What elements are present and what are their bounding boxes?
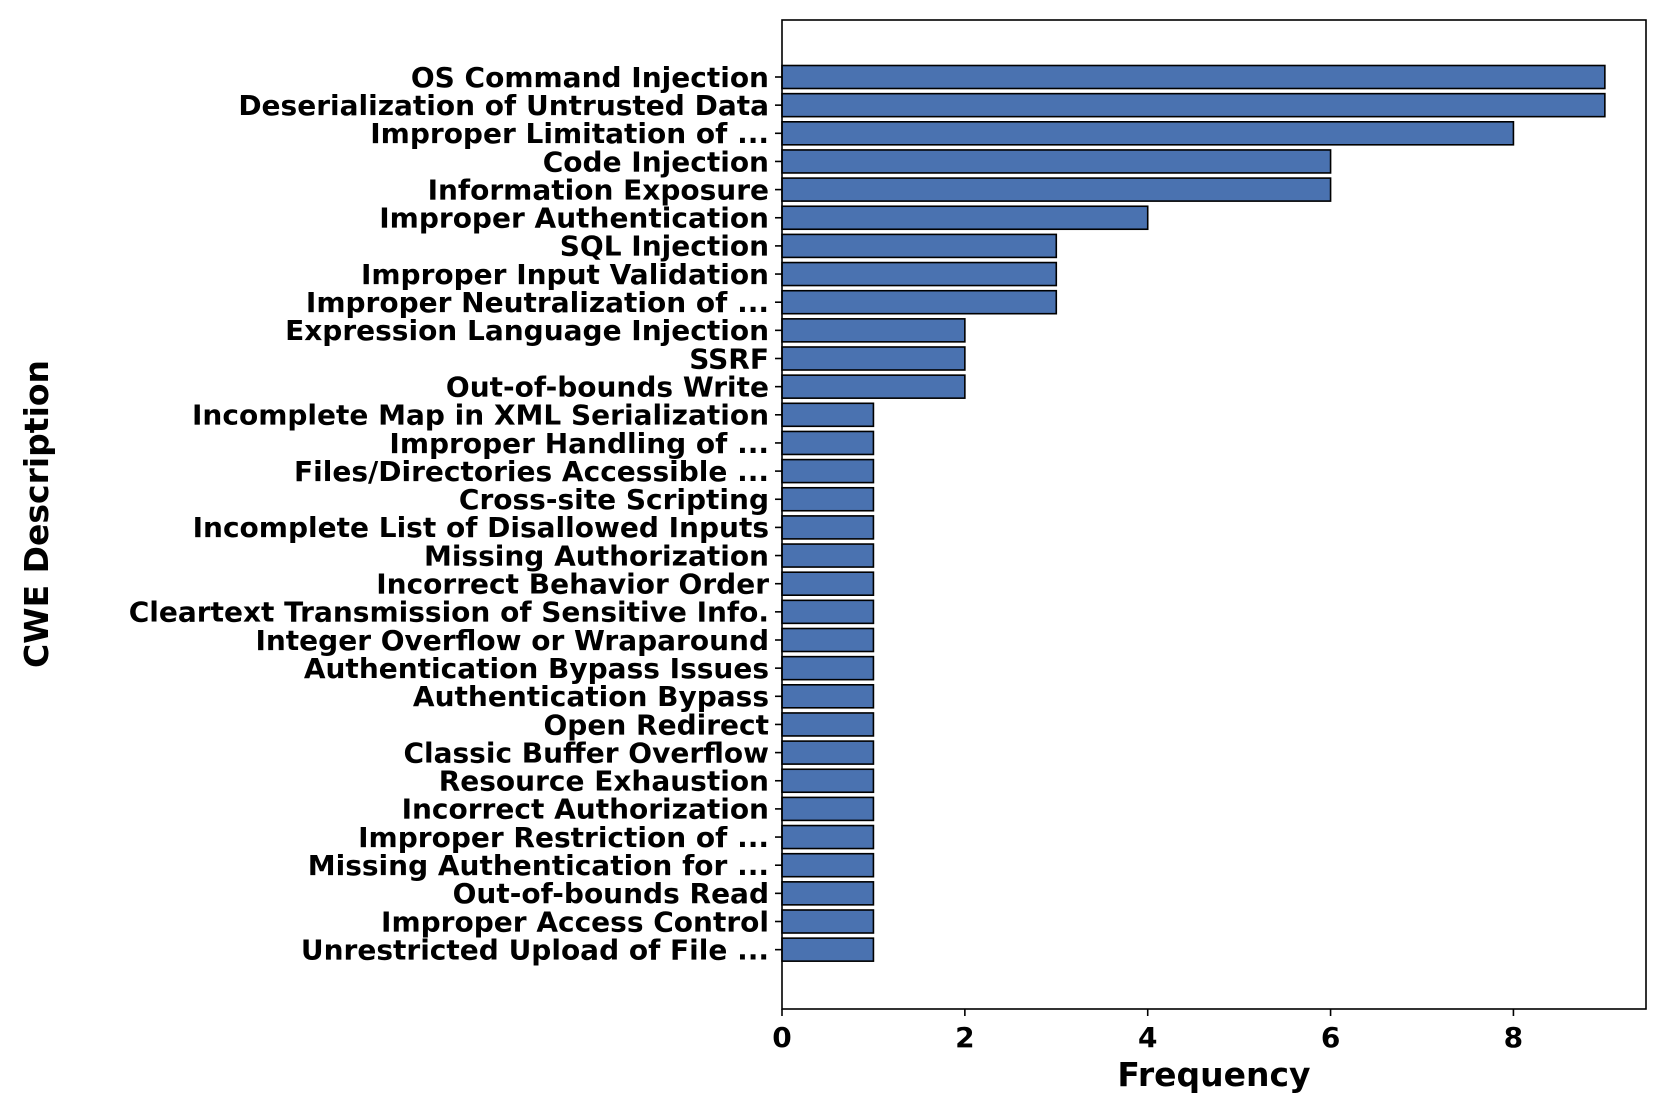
y-tick-label-10: SSRF — [689, 342, 769, 375]
bar-21 — [781, 655, 875, 681]
bar-15 — [781, 486, 875, 512]
y-tick-label-12: Incomplete Map in XML Serialization — [192, 399, 769, 432]
x-axis-title: Frequency — [1117, 1055, 1310, 1094]
y-tick-label-28: Missing Authentication for ... — [308, 849, 769, 882]
bar-22 — [781, 683, 875, 709]
bar-4 — [781, 177, 1332, 202]
y-tick-label-18: Incorrect Behavior Order — [376, 568, 769, 601]
y-tick-label-1: Deserialization of Untrusted Data — [238, 89, 769, 122]
bar-7 — [781, 261, 1058, 287]
y-tick-label-7: Improper Input Validation — [361, 258, 769, 291]
bar-26 — [781, 796, 875, 822]
plot-area-frame — [781, 19, 1647, 1010]
y-tick-label-30: Improper Access Control — [381, 905, 769, 938]
x-tick-label-2: 4 — [1138, 1021, 1157, 1054]
bar-27 — [781, 824, 875, 850]
bar-10 — [781, 346, 966, 371]
bar-1 — [781, 92, 1606, 118]
y-tick-label-4: Information Exposure — [428, 173, 769, 206]
bar-25 — [781, 768, 875, 794]
bar-18 — [781, 571, 875, 597]
bar-17 — [781, 543, 875, 568]
y-tick-label-19: Cleartext Transmission of Sensitive Info… — [129, 596, 769, 629]
y-tick-label-29: Out-of-bounds Read — [453, 877, 769, 910]
y-tick-label-11: Out-of-bounds Write — [446, 370, 769, 403]
bar-12 — [781, 402, 875, 428]
x-tick-label-3: 6 — [1321, 1021, 1340, 1054]
bar-5 — [781, 205, 1149, 231]
y-tick-label-13: Improper Handling of ... — [389, 427, 769, 460]
x-tick-label-0: 0 — [772, 1021, 791, 1054]
y-tick-label-5: Improper Authentication — [379, 202, 769, 235]
y-tick-label-26: Incorrect Authorization — [402, 793, 769, 826]
bar-31 — [781, 937, 875, 962]
bar-3 — [781, 149, 1332, 174]
x-tick-label-1: 2 — [955, 1021, 974, 1054]
bar-13 — [781, 430, 875, 456]
bar-2 — [781, 121, 1515, 146]
bar-9 — [781, 318, 966, 343]
bar-11 — [781, 374, 966, 399]
bar-20 — [781, 627, 875, 653]
bar-28 — [781, 852, 875, 878]
y-tick-label-3: Code Injection — [543, 145, 769, 178]
y-tick-label-21: Authentication Bypass Issues — [304, 652, 769, 685]
y-tick-label-23: Open Redirect — [544, 708, 770, 741]
bar-23 — [781, 712, 875, 737]
y-tick-label-24: Classic Buffer Overflow — [403, 736, 769, 769]
y-tick-label-8: Improper Neutralization of ... — [306, 286, 769, 319]
y-axis-title: CWE Description — [17, 360, 56, 668]
y-tick-label-31: Unrestricted Upload of File ... — [301, 933, 769, 966]
y-tick-label-0: OS Command Injection — [411, 61, 769, 94]
y-tick-label-9: Expression Language Injection — [285, 314, 769, 347]
bar-14 — [781, 458, 875, 484]
y-tick-label-17: Missing Authorization — [424, 539, 769, 572]
y-tick-label-27: Improper Restriction of ... — [358, 821, 769, 854]
x-axis-ticks: 0 2 4 6 8 — [772, 1009, 1523, 1054]
bar-24 — [781, 740, 875, 765]
y-tick-label-6: SQL Injection — [560, 230, 769, 263]
bar-29 — [781, 881, 875, 906]
y-tick-label-20: Integer Overflow or Wraparound — [255, 624, 769, 657]
x-tick-label-4: 8 — [1504, 1021, 1523, 1054]
y-tick-label-25: Resource Exhaustion — [439, 765, 769, 798]
bar-19 — [781, 599, 875, 625]
y-tick-label-22: Authentication Bypass — [413, 680, 769, 713]
y-tick-label-16: Incomplete List of Disallowed Inputs — [193, 511, 769, 544]
y-tick-label-14: Files/Directories Accessible ... — [294, 455, 769, 488]
y-tick-label-2: Improper Limitation of ... — [370, 117, 769, 150]
bar-0 — [781, 64, 1606, 90]
bar-6 — [781, 233, 1058, 259]
bar-30 — [781, 909, 875, 934]
bar-16 — [781, 515, 875, 540]
y-tick-label-15: Cross-site Scripting — [459, 483, 769, 516]
bar-8 — [781, 289, 1058, 315]
bars-layer — [781, 64, 1606, 962]
